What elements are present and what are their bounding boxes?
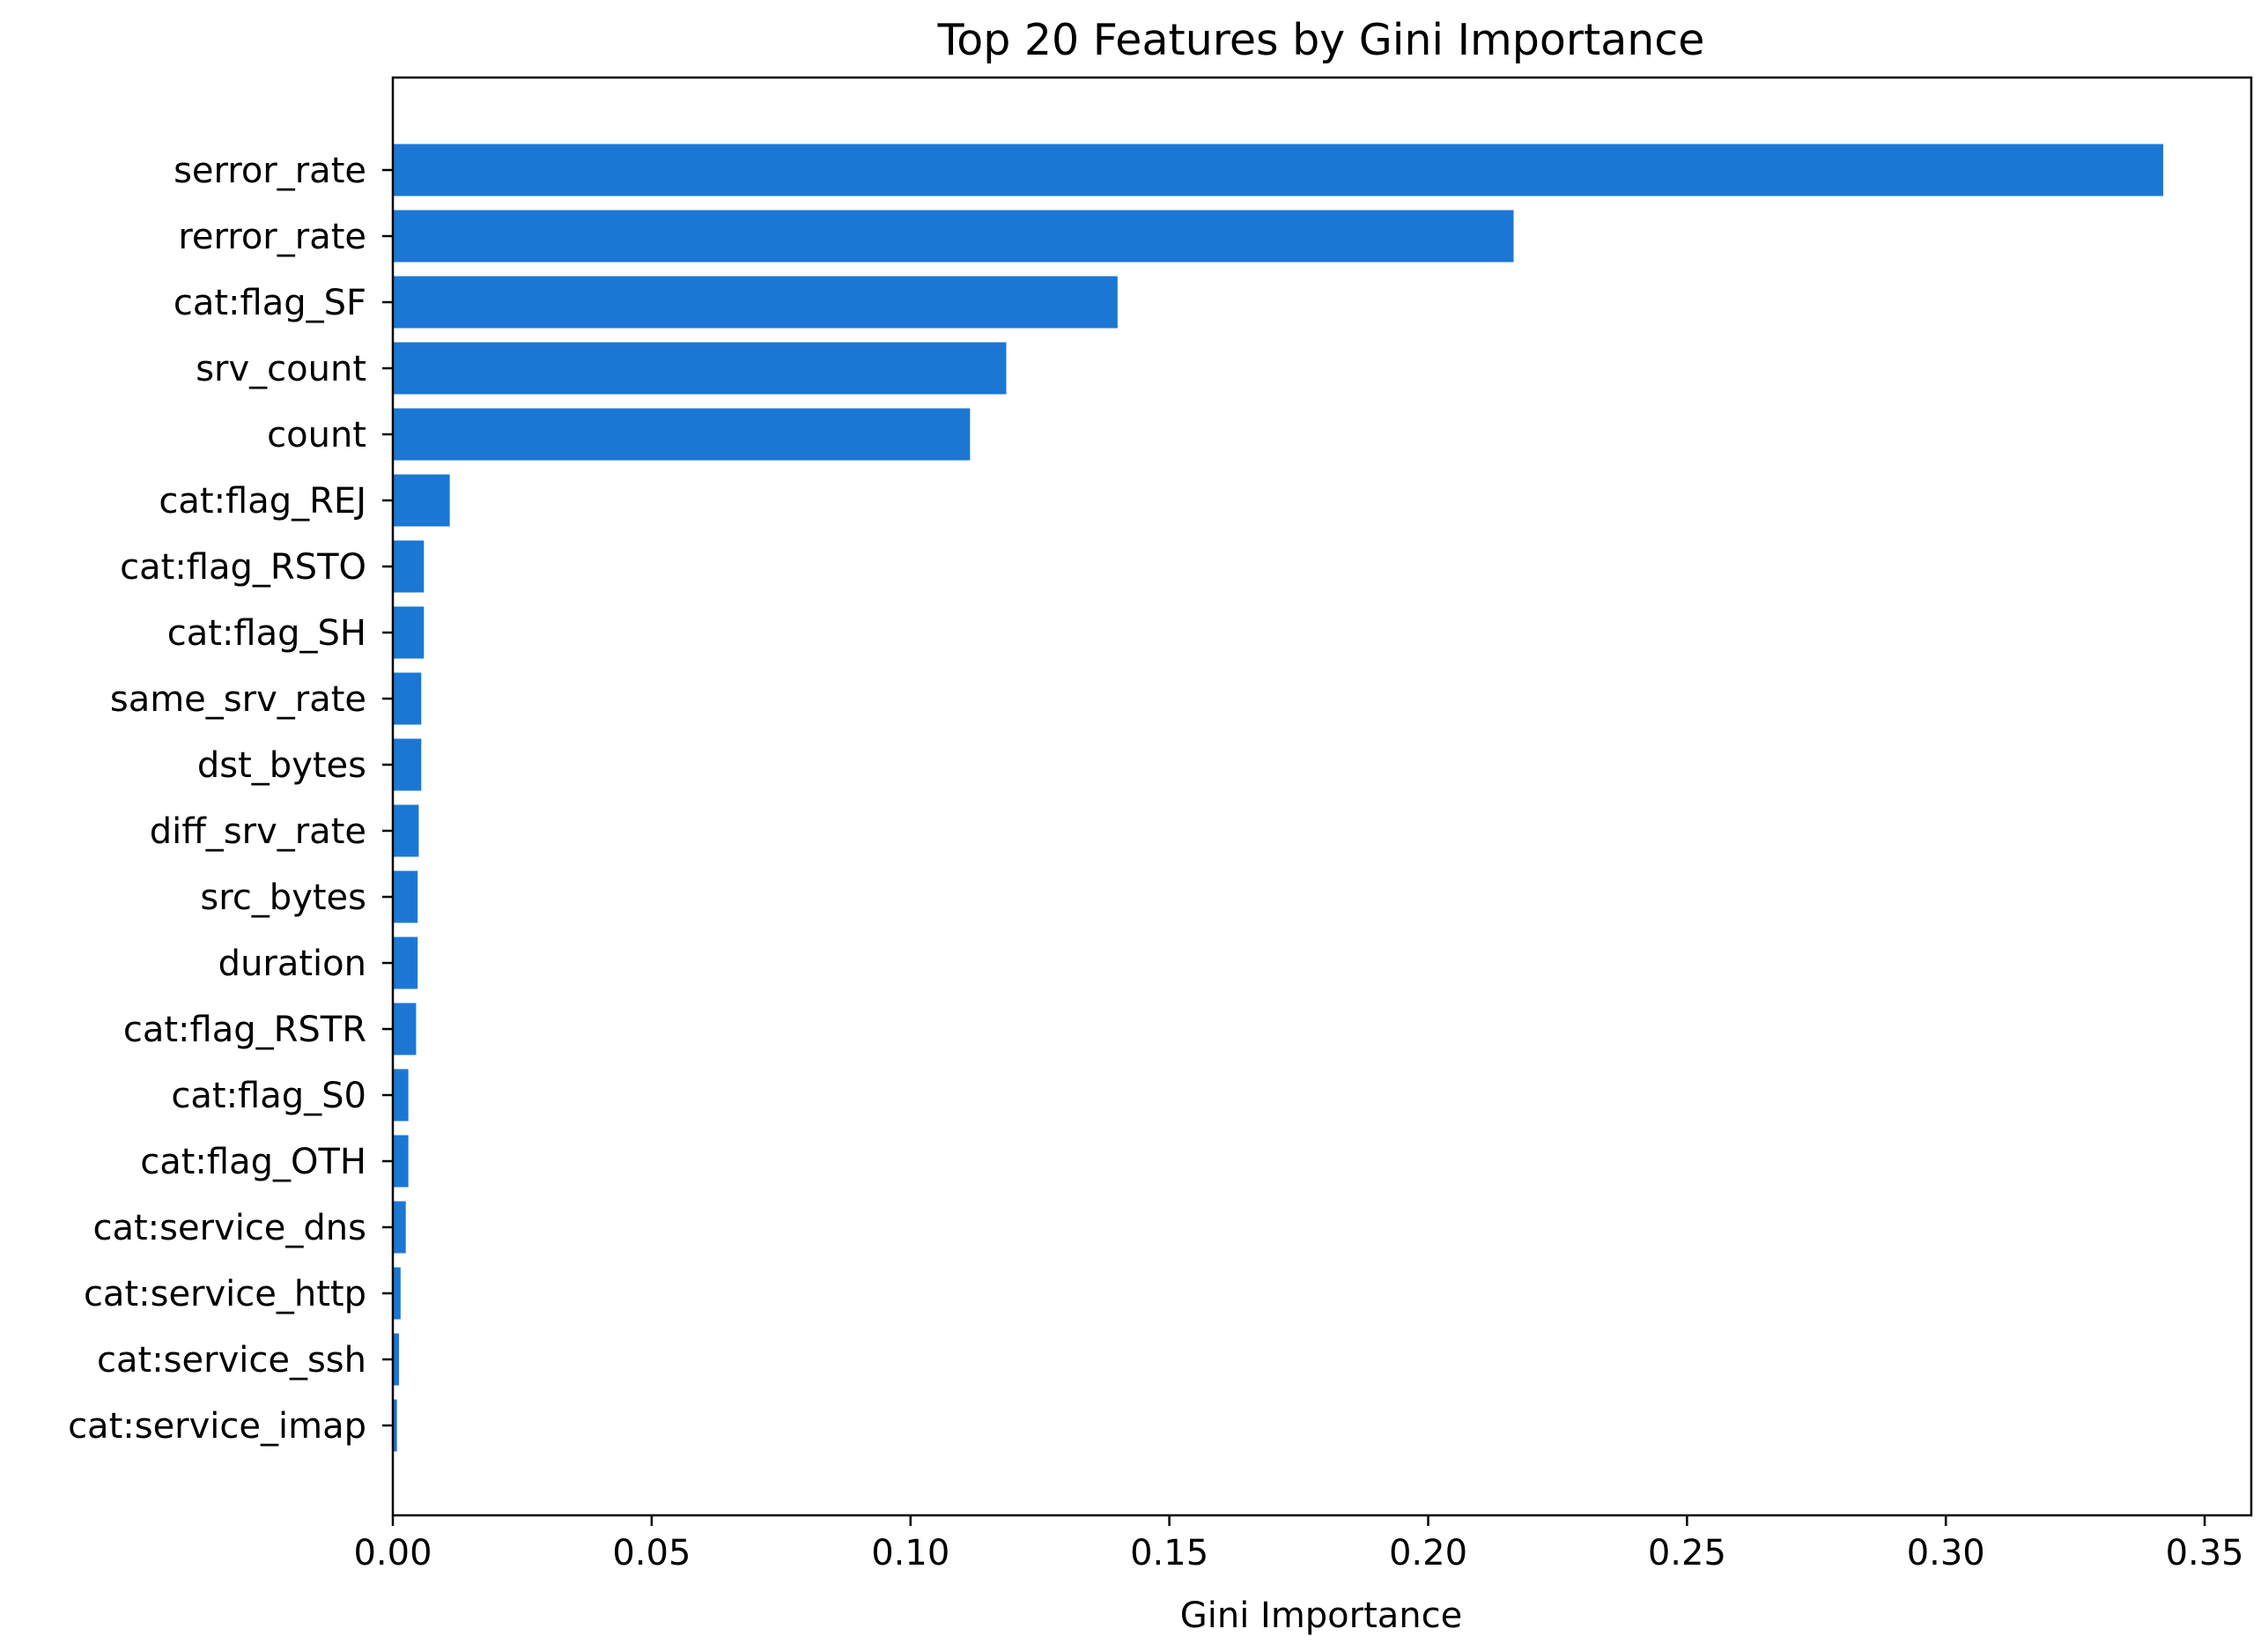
bar-cat-service-http [393,1267,401,1320]
y-tick-label: cat:flag_RSTO [120,547,366,588]
y-tick-label: duration [218,944,366,984]
x-tick-label: 0.05 [612,1533,691,1573]
x-axis-label: Gini Importance [1180,1595,1463,1636]
y-tick-label: count [267,415,366,455]
plot-frame [391,76,2253,1517]
y-tick-label: cat:service_http [84,1274,366,1314]
y-tick-label: cat:flag_REJ [159,481,366,522]
y-tick-label: src_bytes [200,877,366,918]
y-tick-label: serror_rate [174,151,366,191]
bar-cat-service-imap [393,1399,397,1452]
y-tick-label: cat:flag_SH [167,613,366,654]
bar-serror-rate [393,144,2164,196]
chart-title: Top 20 Features by Gini Importance [937,15,1705,65]
bar-rerror-rate [393,210,1514,263]
x-tick-label: 0.35 [2166,1533,2244,1573]
x-tick-label: 0.25 [1648,1533,1726,1573]
y-axis-ticks: serror_rate rerror_rate cat:flag_SF srv_cou… [68,151,393,1447]
bar-same-srv-rate [393,672,422,725]
x-tick-label: 0.20 [1389,1533,1467,1573]
bar-cat-flag-SH [393,606,425,659]
y-tick-label: cat:service_dns [92,1208,366,1248]
y-tick-label: srv_count [196,349,366,389]
x-tick-label: 0.30 [1907,1533,1985,1573]
y-tick-label: diff_srv_rate [150,811,366,852]
bar-count [393,408,971,461]
bar-cat-flag-REJ [393,474,450,527]
bar-cat-service-dns [393,1201,406,1254]
bar-src-bytes [393,870,418,923]
bar-srv-count [393,342,1007,395]
bar-cat-flag-RSTR [393,1003,417,1055]
bar-cat-flag-S0 [393,1069,409,1122]
x-axis-ticks: 0.00 0.05 0.10 0.15 0.20 0.25 0.30 0.35 [353,1515,2244,1573]
bar-diff-srv-rate [393,804,419,857]
x-tick-label: 0.00 [353,1533,432,1573]
bar-duration [393,937,418,989]
y-tick-label: cat:flag_SF [174,283,366,323]
bars-group [393,144,2164,1452]
bar-cat-flag-OTH [393,1135,409,1188]
bar-cat-service-ssh [393,1333,400,1386]
x-tick-label: 0.15 [1130,1533,1208,1573]
bar-cat-flag-RSTO [393,540,425,593]
y-tick-label: same_srv_rate [110,679,366,720]
y-tick-label: cat:service_ssh [97,1340,366,1381]
y-tick-label: cat:flag_S0 [171,1076,366,1116]
bar-cat-flag-SF [393,276,1118,329]
y-tick-label: rerror_rate [178,217,366,257]
y-tick-label: cat:service_imap [68,1406,366,1447]
bar-dst-bytes [393,738,422,791]
y-tick-label: cat:flag_OTH [140,1142,366,1182]
y-tick-label: dst_bytes [197,745,366,786]
x-tick-label: 0.10 [871,1533,949,1573]
y-tick-label: cat:flag_RSTR [123,1010,366,1050]
